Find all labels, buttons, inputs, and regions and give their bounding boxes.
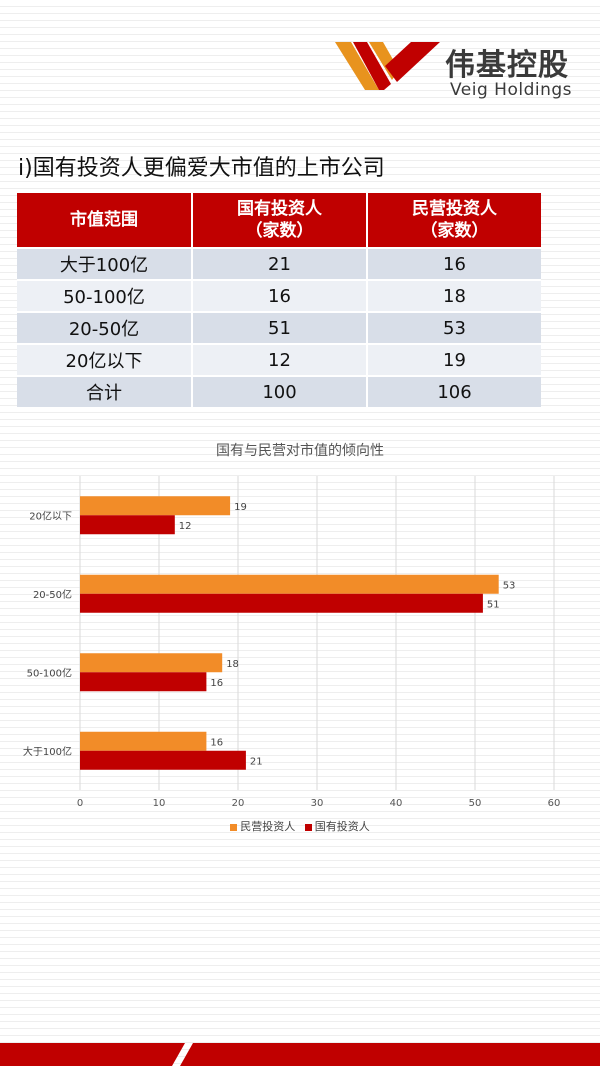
brand-logo: 伟基控股 Veig Holdings [335, 38, 585, 108]
x-tick-label: 30 [311, 798, 324, 809]
cell-cap-range: 20-50亿 [17, 311, 193, 344]
table-row: 50-100亿 16 18 [17, 279, 541, 312]
y-category-label: 50-100亿 [27, 666, 72, 679]
header-state-unit: （家数） [245, 221, 314, 241]
legend-item-private: 民营投资人 [230, 818, 295, 834]
chart-legend: 民营投资人 国有投资人 [0, 818, 600, 834]
header-cap-range: 市值范围 [17, 193, 193, 248]
bar [80, 672, 207, 692]
data-label: 16 [210, 737, 223, 748]
data-label: 53 [503, 580, 516, 591]
bar [80, 731, 207, 751]
cell-cap-range: 20亿以下 [17, 343, 193, 376]
data-label: 19 [234, 502, 247, 513]
data-label: 51 [487, 599, 500, 610]
legend-label-private: 民营投资人 [240, 820, 296, 833]
market-cap-table: 市值范围 国有投资人 （家数） 民营投资人 （家数） 大于100亿 21 16 50… [17, 193, 541, 407]
cell-private-count: 53 [367, 311, 541, 344]
table-header-row: 市值范围 国有投资人 （家数） 民营投资人 （家数） [17, 193, 541, 248]
brand-name-cn: 伟基控股 [445, 48, 569, 83]
data-label: 12 [179, 521, 192, 532]
header-state-label: 国有投资人 [237, 199, 322, 219]
bar [80, 515, 175, 535]
bar [80, 750, 246, 770]
x-tick-label: 60 [548, 798, 561, 809]
cell-private-count: 19 [367, 343, 541, 376]
bar [80, 496, 231, 516]
data-label: 18 [226, 659, 239, 670]
y-category-label: 大于100亿 [23, 745, 72, 758]
section-title: i)国有投资人更偏爱大市值的上市公司 [18, 156, 385, 181]
cell-cap-range: 50-100亿 [17, 279, 193, 312]
data-label: 16 [210, 678, 223, 689]
cell-state-count: 16 [192, 279, 368, 312]
table-row: 20亿以下 12 19 [17, 343, 541, 376]
legend-swatch-state [304, 823, 312, 831]
table-row-total: 合计 100 106 [17, 375, 541, 407]
cell-state-count: 12 [192, 343, 368, 376]
brand-name-en: Veig Holdings [450, 80, 573, 100]
cell-state-count: 51 [192, 311, 368, 344]
y-category-label: 20亿以下 [29, 509, 72, 522]
bar [80, 574, 499, 594]
cell-state-count: 21 [192, 247, 368, 280]
header-cap-range-label: 市值范围 [70, 210, 138, 230]
header-private-unit: （家数） [420, 221, 489, 241]
bar [80, 653, 223, 673]
legend-label-state: 国有投资人 [314, 820, 370, 833]
x-tick-label: 10 [153, 798, 166, 809]
x-tick-label: 20 [232, 798, 245, 809]
cell-state-total: 100 [192, 375, 368, 407]
x-tick-label: 50 [469, 798, 482, 809]
cell-total-label: 合计 [17, 375, 193, 407]
chart-title: 国有与民营对市值的倾向性 [216, 443, 384, 459]
header-state-investor: 国有投资人 （家数） [192, 193, 368, 248]
header-private-label: 民营投资人 [412, 199, 497, 219]
cell-private-total: 106 [367, 375, 541, 407]
x-tick-label: 0 [77, 798, 83, 809]
footer-band [0, 1043, 600, 1066]
table-row: 20-50亿 51 53 [17, 311, 541, 344]
cell-private-count: 18 [367, 279, 541, 312]
x-tick-label: 40 [390, 798, 403, 809]
legend-item-state: 国有投资人 [304, 818, 370, 834]
veig-logo-icon [335, 42, 440, 90]
table-row: 大于100亿 21 16 [17, 247, 541, 280]
legend-swatch-private [230, 823, 238, 831]
bar [80, 593, 483, 613]
data-label: 21 [250, 756, 263, 767]
header-private-investor: 民营投资人 （家数） [367, 193, 541, 248]
cell-private-count: 16 [367, 247, 541, 280]
cell-cap-range: 大于100亿 [17, 247, 193, 280]
y-category-label: 20-50亿 [33, 588, 72, 601]
